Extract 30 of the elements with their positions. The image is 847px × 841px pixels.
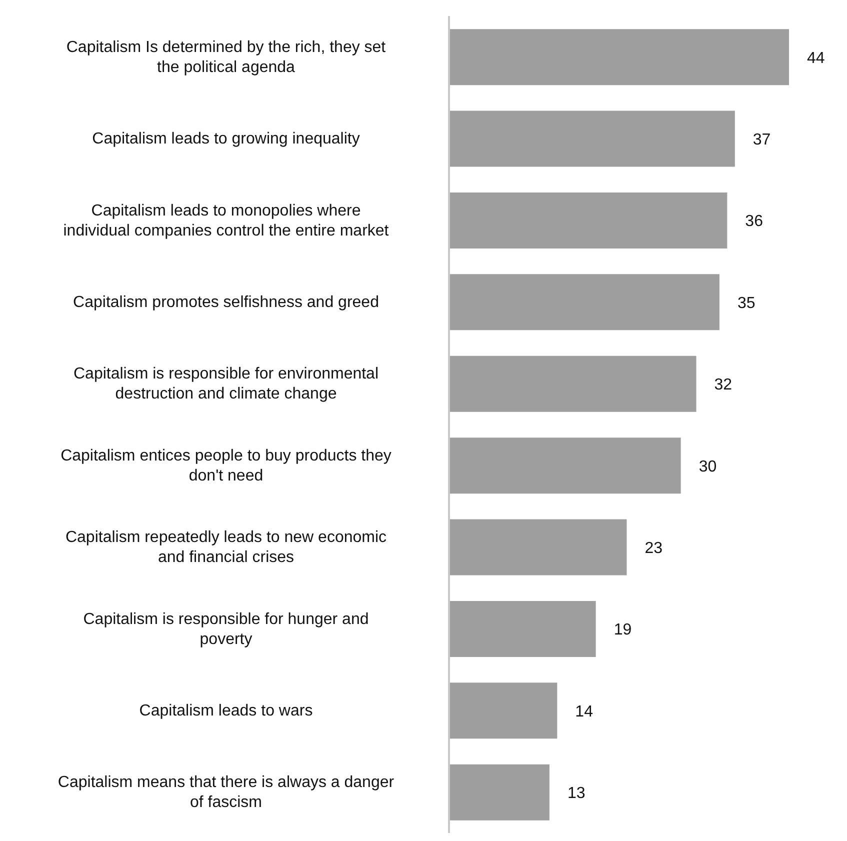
data-label: 19 — [614, 622, 632, 639]
data-label: 44 — [807, 50, 825, 67]
y-tick-label: Capitalism promotes selfishness and greed — [73, 293, 379, 310]
y-tick-label: Capitalism leads to growing inequality — [92, 130, 360, 148]
y-tick-label: Capitalism leads to wars — [139, 702, 313, 719]
bar — [449, 192, 728, 248]
data-label: 13 — [567, 785, 586, 802]
bar — [449, 356, 696, 412]
bar — [449, 519, 627, 576]
data-label: 30 — [698, 458, 717, 476]
bar — [449, 274, 720, 330]
data-label: 36 — [745, 213, 764, 230]
data-label: 37 — [752, 131, 771, 148]
y-tick-label: Capitalism entices people to buy products they don't need — [60, 446, 392, 484]
bar — [449, 29, 789, 86]
y-tick-label: Capitalism leads to monopolies where individual companies control the entire market — [63, 202, 390, 239]
bar — [449, 438, 681, 494]
bar — [449, 764, 550, 820]
bar — [449, 682, 558, 739]
data-label: 32 — [714, 376, 732, 394]
y-tick-label: Capitalism means that there is always a danger of fascism — [58, 774, 395, 811]
y-tick-label: Capitalism is responsible for hunger and poverty — [83, 610, 369, 648]
y-tick-label: Capitalism repeatedly leads to new economic and financial crises — [65, 528, 387, 566]
y-tick-label: Capitalism is responsible for environmental destruction and climate change — [73, 365, 379, 402]
data-label: 35 — [737, 294, 756, 312]
bar — [449, 600, 596, 657]
y-tick-label: Capitalism Is determined by the rich, they set the political agenda — [66, 38, 386, 76]
data-label: 23 — [644, 540, 663, 557]
bar — [449, 110, 735, 167]
data-label: 14 — [575, 703, 594, 720]
